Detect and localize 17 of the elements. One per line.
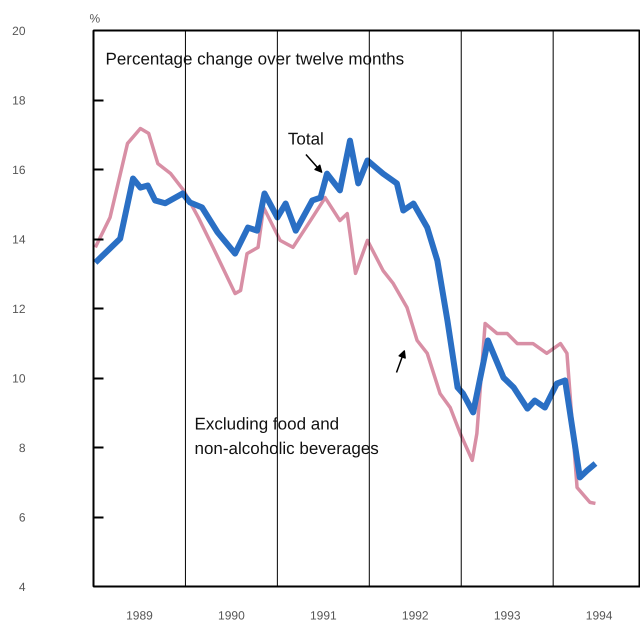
x-tick-label: 1991 <box>310 608 338 622</box>
y-tick-label: 8 <box>18 441 26 455</box>
x-tick-label: 1993 <box>494 608 521 622</box>
x-tick-label: 1994 <box>586 608 613 622</box>
y-tick-label: 4 <box>18 580 26 594</box>
y-tick-label: 18 <box>12 94 26 108</box>
x-tick-label: 1990 <box>218 608 246 622</box>
y-tick-label: 12 <box>12 302 26 316</box>
x-tick-label: 1992 <box>402 608 429 622</box>
y-tick-label: 14 <box>12 232 26 246</box>
y-axis-title: % <box>90 12 100 26</box>
y-tick-label: 16 <box>12 163 26 177</box>
y-tick-label: 20 <box>12 24 26 38</box>
annotation: Total <box>288 129 324 148</box>
y-tick-label: 6 <box>18 510 26 524</box>
y-tick-label: 10 <box>12 372 26 386</box>
x-tick-label: 1989 <box>126 608 154 622</box>
